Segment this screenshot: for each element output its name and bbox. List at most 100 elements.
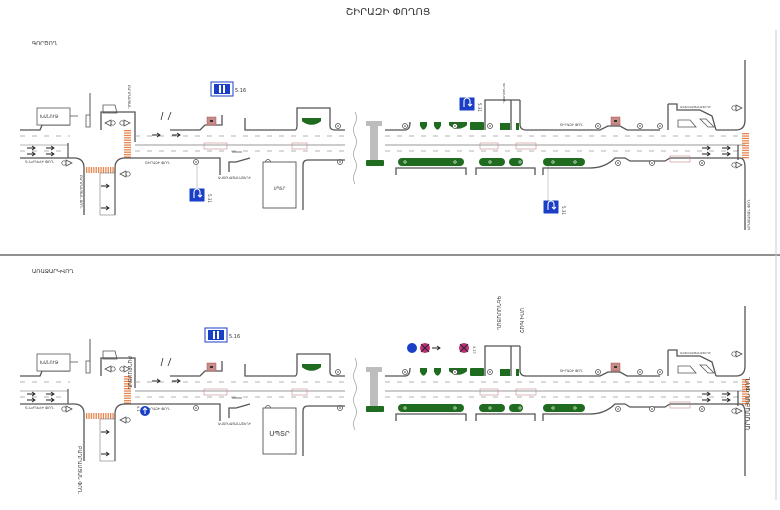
break-line [353, 111, 357, 185]
bus-stop-sign-code: 5.16 [235, 88, 246, 94]
right-block-curb [302, 405, 345, 456]
traffic-light-head [119, 120, 125, 126]
traffic-light-icon [119, 416, 127, 424]
bus-stop-sign-code: 5.16 [229, 334, 240, 340]
shop-label: ԽԱՆՈՒԹ [40, 360, 59, 365]
traffic-light-icon [735, 407, 743, 415]
right-top-curb [385, 367, 411, 377]
lane-arrow-icon [172, 132, 181, 138]
corner-building [100, 357, 136, 388]
right-street-label: ԱՐԱՄԱՅԱՆ ՓՈՂ. [747, 199, 751, 230]
crosswalk-stripe [107, 167, 109, 173]
cross-street-lane [99, 418, 116, 462]
crosswalk-stripe [100, 167, 102, 173]
crosswalk-stripe [742, 383, 749, 386]
crosswalk-stripe [124, 376, 131, 378]
lane-arrow-icon [702, 145, 711, 151]
right-bottom-curb [395, 167, 467, 175]
u-turn-sign-icon [188, 187, 206, 203]
panel-heading: ԱՌԱՋԱՐԿՎՈՂ [32, 269, 74, 275]
pedestrian-zone [669, 401, 691, 409]
crosswalk-stripe [742, 157, 749, 159]
traffic-light-icon [104, 119, 112, 127]
crosswalk-stripe [107, 413, 109, 419]
crosswalk-stripe [742, 379, 749, 381]
lane-arrow-icon [172, 378, 181, 384]
street-lamp-dot [195, 407, 197, 409]
break-line [353, 357, 357, 431]
lane-arrow-icon [27, 391, 36, 397]
parking-angle-mark [160, 357, 172, 367]
traffic-light-icon [65, 405, 73, 413]
traffic-light-head [110, 120, 116, 126]
crosswalk-stripe [742, 137, 749, 140]
green-planter [470, 368, 484, 376]
crosswalk-stripe [742, 147, 749, 149]
right-intersection-curb [716, 60, 746, 131]
tree-icon [518, 406, 522, 410]
building-label: ՍՊՏՐ [269, 430, 290, 438]
green-planter [434, 368, 441, 376]
traffic-light-head [731, 105, 737, 111]
green-planter [500, 123, 510, 130]
street-lamp-dot [195, 161, 197, 163]
crosswalk-stripe [124, 390, 131, 392]
traffic-light-head [110, 366, 116, 372]
crosswalk-stripe [742, 393, 749, 395]
crosswalk-stripe [124, 402, 131, 404]
tree-icon [551, 160, 555, 164]
street-lamp-dot [701, 408, 703, 410]
left-street-label: Գ.ՆԺԴԵՀԻ ՓՈՂ. [25, 406, 54, 410]
driveway-curb [228, 157, 251, 172]
lane-arrow-icon [722, 391, 731, 397]
panel-existing: ԳՈՐԾՈՂ ԽԱՆՈՒԹ ԲԱՂՐԱՄՅԱՆ Գ.ՆԺԴԵՀԻ ՓՈՂ. ԲԱՂՐԱՄ… [20, 41, 751, 230]
street-lamp-dot [659, 371, 661, 373]
crosswalk-stripe [742, 400, 749, 402]
crosswalk-stripe [90, 167, 93, 173]
lane-arrow-icon [101, 451, 110, 457]
tree-icon [573, 160, 577, 164]
right-top-curb-2 [484, 99, 660, 131]
panel-proposed: ԱՌԱՋԱՐԿՎՈՂ ԽԱՆՈՒԹ ԲԱՂՐԱՄՅԱՆ Գ.ՆԺԴԵՀԻ ՓՈՂ. ԲԱ… [20, 269, 752, 495]
street-lamp-dot [651, 162, 653, 164]
traffic-light-head [61, 406, 67, 412]
street-lamp-dot [404, 371, 406, 373]
lane-arrow-icon [722, 145, 731, 151]
shop-box [36, 107, 71, 126]
crosswalk-stripe [124, 146, 131, 149]
crosswalk-stripe [742, 149, 749, 152]
pedestrian-zone [203, 388, 228, 396]
right-side-block [667, 103, 717, 131]
right-block-curb [302, 159, 345, 210]
cross-street-curb [114, 403, 221, 461]
pedestrian-zone [479, 388, 499, 396]
page-title: ՇԻՐԱԶԻ ՓՈՂՈՑ [346, 7, 431, 18]
green-planter [420, 122, 427, 130]
no-stopping-cross [459, 343, 469, 353]
crosswalk-stripe [124, 144, 131, 146]
crosswalk-stripe [124, 142, 131, 144]
bus-glyph-line [221, 85, 223, 93]
right-street-label: ԱՐԱՄԱՅԱՆ ՓՈՂ. [745, 376, 752, 430]
lane-arrow-icon [101, 183, 110, 189]
left-bottom-curb [20, 157, 85, 215]
crosswalk-stripe [742, 398, 749, 400]
building-outline [102, 350, 118, 360]
crosswalk-stripe [110, 413, 112, 419]
crosswalk-stripe [124, 397, 131, 399]
pedestrian-zone [479, 142, 499, 150]
green-island [479, 404, 505, 412]
green-island [509, 404, 523, 412]
crosswalk-stripe [112, 413, 114, 419]
traffic-island [677, 364, 715, 374]
right-side-block [667, 349, 717, 377]
crosswalk-stripe [93, 413, 95, 419]
sign-code: 4.1 [136, 406, 140, 412]
cross-street-label: ԲԱՂՐԱՄՅԱՆ ՓՈՂ. [76, 446, 82, 495]
mid-street-label-2: ՄՈՎ ԽԱՉ [518, 308, 524, 333]
crosswalk-stripe [124, 392, 131, 395]
street-lamp-dot [454, 125, 456, 127]
pedestrian-zone [203, 142, 228, 150]
green-island [509, 158, 523, 166]
tree-icon [488, 406, 492, 410]
